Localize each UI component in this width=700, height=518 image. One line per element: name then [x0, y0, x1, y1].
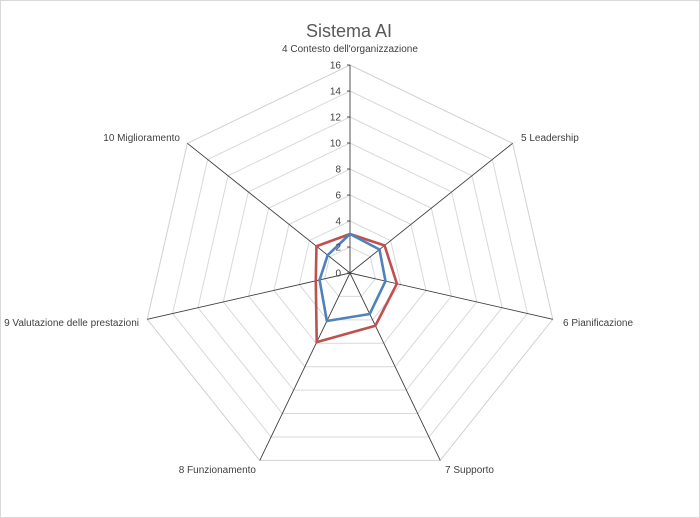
grid-ring-2 — [324, 246, 376, 297]
category-label-4: 7 Supporto — [445, 465, 494, 476]
radar-category-labels: 4 Contesto dell'organizzazione 5 Leadersh… — [4, 44, 633, 476]
tick-label-14: 14 — [330, 87, 342, 98]
tick-label-4: 4 — [335, 217, 341, 228]
grid-ring-14 — [172, 90, 528, 438]
tick-label-8: 8 — [335, 165, 341, 176]
category-label-1: 4 Contesto dell'organizzazione — [282, 44, 418, 55]
category-label-3: 6 Pianificazione — [563, 318, 633, 329]
axis-line-7 — [187, 142, 351, 274]
radar-grid — [146, 64, 554, 461]
category-label-2: 5 Leadership — [521, 133, 579, 144]
category-label-6: 9 Valutazione delle prestazioni — [4, 318, 139, 329]
tick-label-2: 2 — [335, 243, 341, 254]
radar-tick-labels: 0 2 4 6 8 10 12 14 16 — [330, 61, 342, 280]
tick-label-10: 10 — [330, 139, 342, 150]
chart-title: Sistema AI — [306, 21, 392, 41]
axis-line-5 — [259, 272, 351, 461]
tick-label-6: 6 — [335, 191, 341, 202]
series-line-1 — [314, 232, 399, 344]
category-label-7: 10 Miglioramento — [103, 133, 180, 144]
axis-line-4 — [349, 272, 441, 461]
radar-series — [314, 232, 399, 344]
tick-label-12: 12 — [330, 113, 342, 124]
grid-ring-8 — [248, 168, 452, 368]
grid-ring-4 — [298, 220, 402, 321]
axis-line-2 — [349, 142, 513, 274]
grid-ring-10 — [222, 142, 478, 391]
tick-label-0: 0 — [335, 269, 341, 280]
grid-ring-12 — [197, 116, 503, 415]
category-label-5: 8 Funzionamento — [179, 465, 257, 476]
axis-line-3 — [349, 272, 553, 320]
tick-label-16: 16 — [330, 61, 342, 72]
grid-ring-16 — [146, 64, 554, 461]
series-line-2 — [318, 232, 387, 323]
grid-ring-6 — [273, 194, 427, 344]
